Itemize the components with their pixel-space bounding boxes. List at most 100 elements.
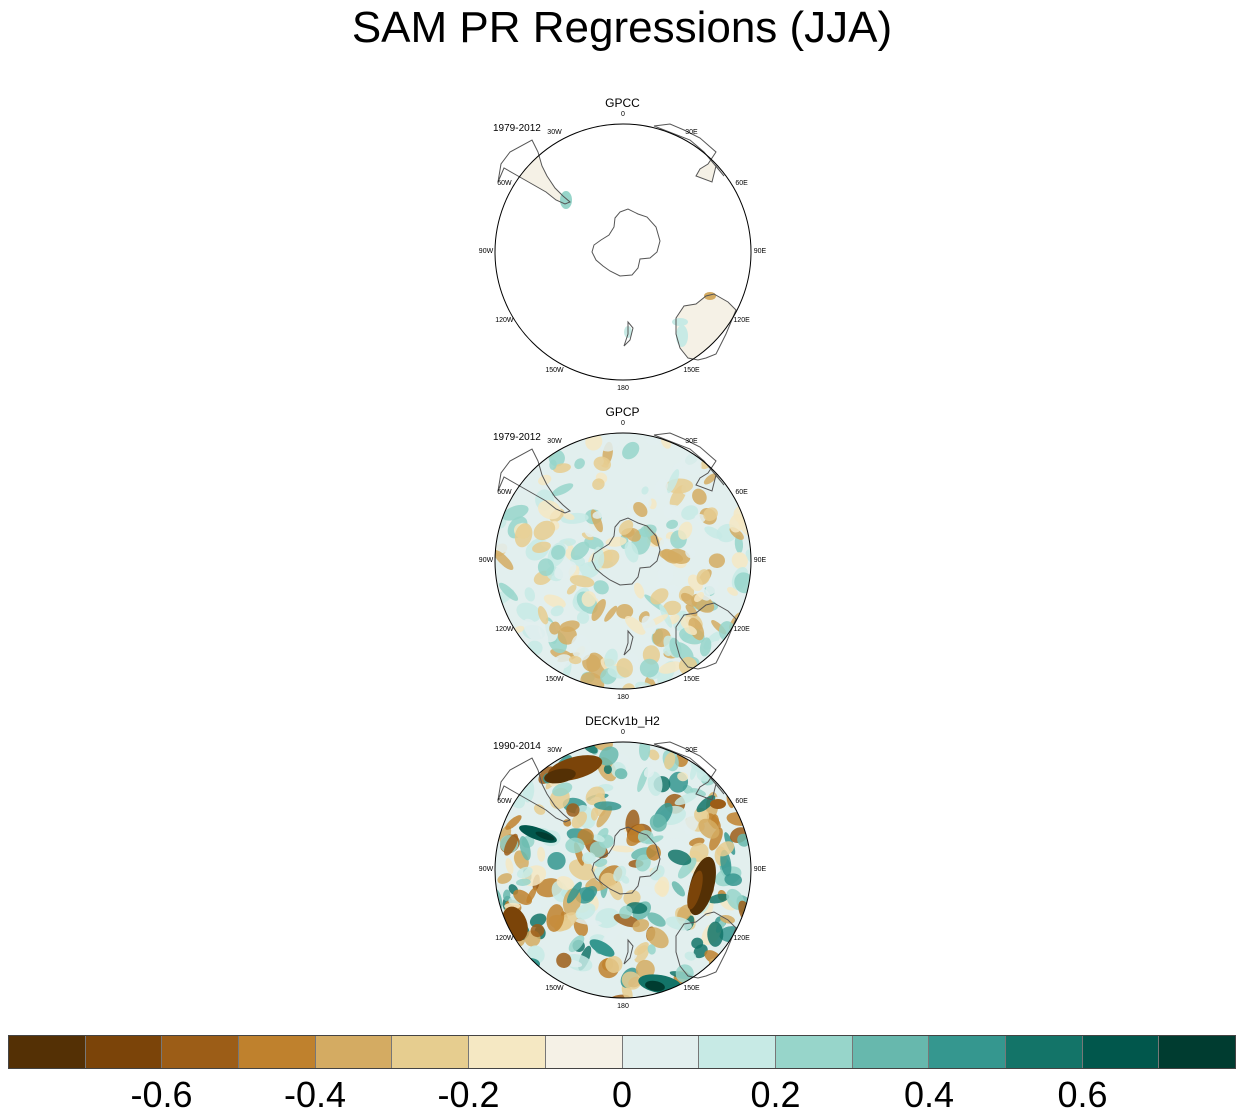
anomaly-blob [616,603,634,619]
anomaly-blob [617,852,628,862]
anomaly-blob [554,560,577,580]
anomaly-blob [632,919,650,933]
anomaly-blob [551,545,566,560]
anomaly-blob [727,586,738,596]
anomaly-blob [529,913,547,928]
anomaly-blob [621,971,642,990]
longitude-label: 150W [545,366,564,374]
anomaly-blob [685,547,696,559]
anomaly-blob [677,772,689,782]
anomaly-blob [654,880,669,896]
anomaly-blob [552,463,571,473]
anomaly-blob [513,889,533,905]
anomaly-blob [543,594,566,609]
anomaly-blob [552,782,573,797]
panel-title: GPCC [605,96,640,110]
anomaly-blob [703,473,717,485]
anomaly-blob [661,548,680,564]
chart-title: SAM PR Regressions (JJA) [351,3,893,52]
longitude-label: 90E [753,866,767,873]
panel-title: GPCP [605,405,640,419]
anomaly-blob [658,661,682,674]
longitude-label: 90W [478,248,494,255]
anomaly-blob [526,152,538,160]
anomaly-blob [613,913,640,928]
anomaly-blob [678,521,693,540]
anomaly-blob [662,600,682,616]
anomaly-blob [674,792,698,806]
anomaly-blob [624,615,646,635]
polar-map-gpcp [494,432,752,690]
anomaly-blob [604,605,618,622]
longitude-label: 150E [683,366,700,374]
map-boundary [494,432,752,690]
anomaly-blob [552,654,572,670]
anomaly-blob [720,849,732,877]
anomaly-blob [566,584,577,595]
anomaly-blob [537,846,546,862]
anomaly-blob [613,865,627,882]
colorbar-tick-label: -0.6 [130,1074,193,1115]
anomaly-blob [680,452,702,475]
anomaly-blob [635,959,655,980]
panel-gpcc: GPCC 1979-2012 0 30E 60E 90E 120E 150E 180 150W… [470,96,775,396]
anomaly-blob [621,928,632,939]
field-layer [495,742,751,998]
longitude-label: 30E [685,438,698,446]
map-boundary [494,741,752,999]
longitude-label: 150E [683,675,700,683]
panel-period: 1979-2012 [493,123,541,134]
longitude-label: 180 [617,1003,629,1010]
anomaly-blob [677,904,692,922]
anomaly-blob [592,834,605,843]
anomaly-blob [546,904,565,932]
colorbar-box [775,1036,853,1068]
anomaly-blob [666,519,679,530]
coastline [623,938,634,965]
anomaly-blob [636,885,660,894]
longitude-label: 0 [621,729,625,736]
anomaly-blob [592,478,605,490]
anomaly-blob [519,836,531,861]
anomaly-blob [709,827,723,851]
coastline [591,826,661,895]
polar-map-gpcc [494,123,752,381]
anomaly-blob [524,587,536,602]
anomaly-blob [643,552,657,567]
anomaly-blob [590,807,599,821]
anomaly-blob [647,912,666,927]
anomaly-blob [646,927,669,949]
anomaly-blob [533,520,556,541]
anomaly-blob [516,602,541,623]
anomaly-blob [704,526,723,539]
anomaly-blob [666,504,687,516]
coastline [675,602,737,670]
anomaly-blob [633,501,648,518]
anomaly-blob [689,842,709,862]
anomaly-blob [657,563,674,585]
anomaly-blob [568,935,585,953]
anomaly-blob [724,873,742,887]
anomaly-blob [569,575,595,588]
colorbar-box [929,1036,1006,1068]
anomaly-blob [648,749,660,761]
anomaly-blob [705,578,719,595]
anomaly-blob [568,859,596,881]
anomaly-blob [691,937,704,949]
anomaly-blob [550,605,564,617]
anomaly-blob [605,536,627,547]
anomaly-blob [710,799,726,809]
map-boundary [494,123,752,381]
anomaly-blob [598,746,619,766]
anomaly-blob [563,819,572,827]
longitude-label: 150W [545,984,564,992]
anomaly-blob [703,507,718,522]
anomaly-blob [641,615,657,635]
colorbar-tick-label: 0.2 [750,1074,801,1115]
longitude-label: 120E [733,316,750,324]
colorbar-box [9,1036,86,1068]
anomaly-blob [581,886,598,902]
anomaly-blob [576,611,590,624]
longitude-label: 30E [685,129,698,137]
longitude-label: 120W [495,625,514,633]
